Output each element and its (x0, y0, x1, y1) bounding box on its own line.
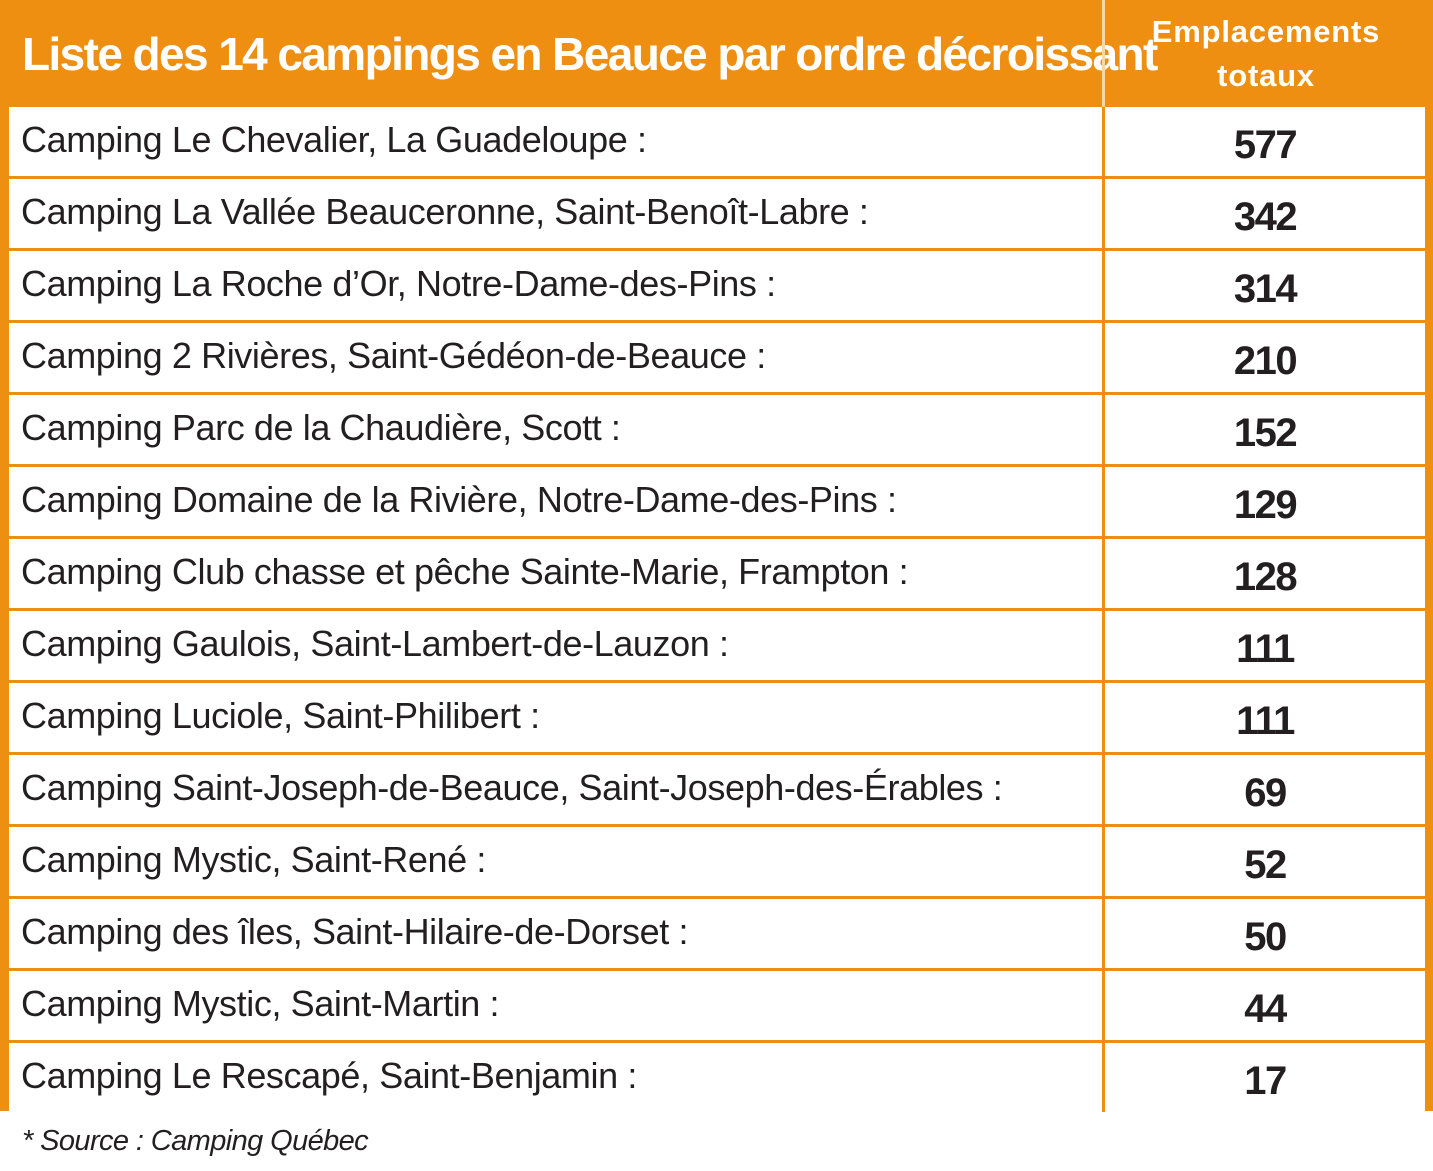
site-count: 69 (1244, 771, 1287, 815)
table-row: Camping Saint-Joseph-de-Beauce, Saint-Jo… (9, 755, 1425, 824)
table-row: Camping La Roche d’Or, Notre-Dame-des-Pi… (9, 251, 1425, 320)
site-count: 111 (1236, 627, 1295, 671)
site-count: 50 (1244, 915, 1287, 959)
column-header-line-2: totaux (1217, 58, 1315, 93)
header-divider (1102, 0, 1105, 107)
cell-divider (1102, 323, 1105, 392)
table-row: Camping Mystic, Saint-René : 52 (9, 827, 1425, 896)
table-row: Camping Gaulois, Saint-Lambert-de-Lauzon… (9, 611, 1425, 680)
campground-name: Camping Club chasse et pêche Sainte-Mari… (21, 551, 909, 592)
table-row: Camping Le Chevalier, La Guadeloupe : 57… (9, 107, 1425, 176)
cell-divider (1102, 179, 1105, 248)
table-row: Camping Mystic, Saint-Martin : 44 (9, 971, 1425, 1040)
cell-divider (1102, 899, 1105, 968)
cell-divider (1102, 1043, 1105, 1112)
table-row: Camping Luciole, Saint-Philibert : 111 (9, 683, 1425, 752)
table-row: Camping Club chasse et pêche Sainte-Mari… (9, 539, 1425, 608)
campground-name: Camping Parc de la Chaudière, Scott : (21, 407, 621, 448)
site-count: 210 (1233, 339, 1298, 383)
site-count: 52 (1244, 843, 1287, 887)
campground-name: Camping Mystic, Saint-Martin : (21, 983, 500, 1024)
campground-name: Camping Mystic, Saint-René : (21, 839, 486, 880)
source-note: * Source : Camping Québec (22, 1125, 369, 1157)
site-count: 111 (1236, 699, 1295, 743)
site-count: 152 (1233, 411, 1298, 455)
table-row: Camping Parc de la Chaudière, Scott : 15… (9, 395, 1425, 464)
cell-divider (1102, 251, 1105, 320)
site-count: 128 (1233, 555, 1298, 599)
cell-divider (1102, 107, 1105, 176)
table-row: Camping 2 Rivières, Saint-Gédéon-de-Beau… (9, 323, 1425, 392)
campground-name: Camping Le Rescapé, Saint-Benjamin : (21, 1055, 637, 1096)
campground-name: Camping Luciole, Saint-Philibert : (21, 695, 540, 736)
site-count: 17 (1244, 1059, 1287, 1103)
table-header: Liste des 14 campings en Beauce par ordr… (0, 0, 1433, 107)
campground-name: Camping 2 Rivières, Saint-Gédéon-de-Beau… (21, 335, 766, 376)
cell-divider (1102, 971, 1105, 1040)
site-count: 314 (1233, 267, 1298, 311)
site-count: 577 (1233, 123, 1298, 167)
cell-divider (1102, 827, 1105, 896)
table-row: Camping des îles, Saint-Hilaire-de-Dorse… (9, 899, 1425, 968)
campground-name: Camping Domaine de la Rivière, Notre-Dam… (21, 479, 897, 520)
table-title: Liste des 14 campings en Beauce par ordr… (22, 28, 1158, 80)
site-count: 44 (1244, 987, 1287, 1031)
column-header-line-1: Emplacements (1151, 14, 1381, 49)
campground-name: Camping Le Chevalier, La Guadeloupe : (21, 119, 647, 160)
cell-divider (1102, 395, 1105, 464)
cell-divider (1102, 683, 1105, 752)
campground-name: Camping La Roche d’Or, Notre-Dame-des-Pi… (21, 263, 776, 304)
cell-divider (1102, 755, 1105, 824)
campground-name: Camping des îles, Saint-Hilaire-de-Dorse… (21, 911, 689, 952)
cell-divider (1102, 467, 1105, 536)
table-row: Camping Le Rescapé, Saint-Benjamin : 17 (9, 1043, 1425, 1112)
table-row: Camping La Vallée Beauceronne, Saint-Ben… (9, 179, 1425, 248)
campground-name: Camping La Vallée Beauceronne, Saint-Ben… (21, 191, 869, 232)
cell-divider (1102, 539, 1105, 608)
column-header-emplacements: Emplacements totaux (1105, 10, 1427, 98)
campground-name: Camping Saint-Joseph-de-Beauce, Saint-Jo… (21, 767, 1003, 808)
cell-divider (1102, 611, 1105, 680)
campground-name: Camping Gaulois, Saint-Lambert-de-Lauzon… (21, 623, 729, 664)
site-count: 129 (1233, 483, 1298, 527)
table-row: Camping Domaine de la Rivière, Notre-Dam… (9, 467, 1425, 536)
table-body: Camping Le Chevalier, La Guadeloupe : 57… (9, 107, 1425, 1112)
table-frame: Liste des 14 campings en Beauce par ordr… (0, 0, 1433, 1112)
site-count: 342 (1233, 195, 1298, 239)
